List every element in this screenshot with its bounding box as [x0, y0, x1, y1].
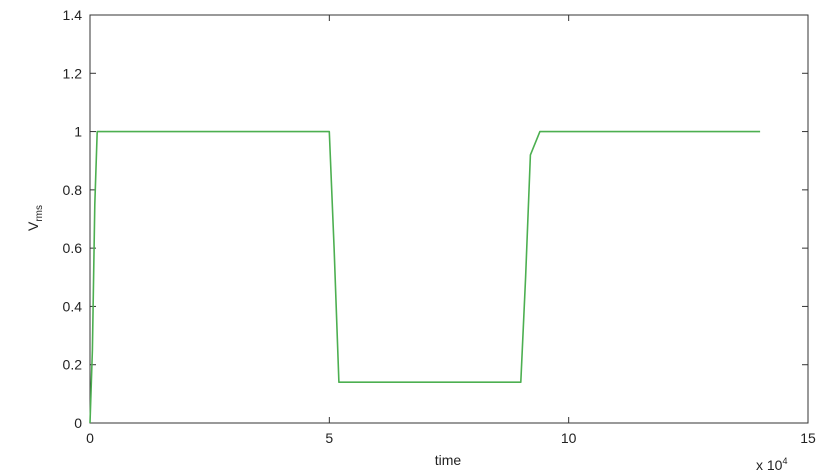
y-tick-label: 0.4 — [63, 298, 83, 314]
y-tick-label: 1.4 — [63, 7, 83, 23]
x-axis: 0 5 10 15 — [86, 15, 816, 446]
x-tick-label: 15 — [800, 430, 816, 446]
y-tick-label: 1.2 — [63, 65, 83, 81]
x-tick-label: 5 — [325, 430, 333, 446]
y-tick-label: 0.6 — [63, 240, 83, 256]
series-line-0 — [89, 130, 761, 424]
y-tick-label: 1 — [74, 124, 82, 140]
x-axis-multiplier: x 104 — [756, 456, 787, 473]
x-axis-multiplier-exponent: 4 — [782, 456, 787, 466]
plot-area — [89, 14, 809, 424]
y-axis: 0 0.2 0.4 0.6 0.8 1 1.2 1.4 — [63, 7, 808, 431]
x-axis-label: time — [435, 452, 462, 468]
y-axis-label-main: V — [25, 221, 41, 231]
y-tick-label: 0.8 — [63, 182, 83, 198]
series-group — [89, 130, 761, 424]
y-tick-label: 0.2 — [63, 357, 83, 373]
x-axis-multiplier-base: x 10 — [756, 457, 783, 473]
x-tick-label: 10 — [561, 430, 577, 446]
y-axis-label-subscript: rms — [34, 205, 45, 222]
x-tick-label: 0 — [86, 430, 94, 446]
y-axis-label: Vrms — [25, 205, 45, 231]
y-tick-label: 0 — [74, 415, 82, 431]
